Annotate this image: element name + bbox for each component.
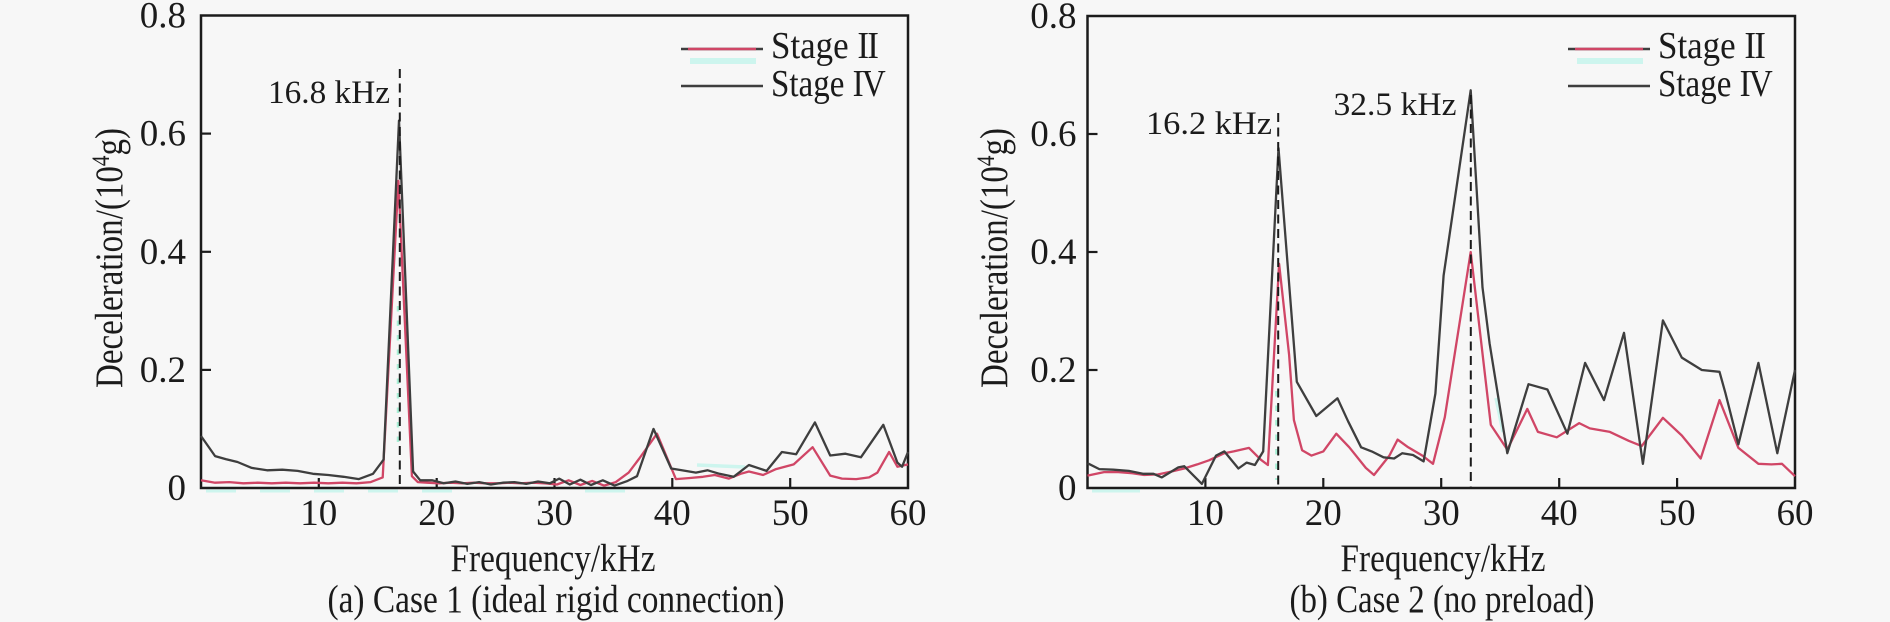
svg-text:20: 20 <box>1305 493 1342 534</box>
svg-text:Stage IV: Stage IV <box>1658 63 1773 105</box>
svg-text:(a) Case 1 (ideal rigid connec: (a) Case 1 (ideal rigid connection) <box>328 578 785 621</box>
svg-text:60: 60 <box>1777 493 1814 534</box>
svg-text:10: 10 <box>300 493 337 534</box>
svg-text:0.4: 0.4 <box>1030 232 1076 273</box>
svg-text:0.4: 0.4 <box>140 232 186 273</box>
svg-text:0.6: 0.6 <box>1030 114 1076 155</box>
svg-text:0.8: 0.8 <box>1030 0 1076 37</box>
svg-text:16.2 kHz: 16.2 kHz <box>1146 106 1272 142</box>
svg-text:(b) Case 2 (no preload): (b) Case 2 (no preload) <box>1290 578 1595 621</box>
svg-text:Stage II: Stage II <box>1658 25 1765 67</box>
svg-text:0.6: 0.6 <box>140 114 186 155</box>
svg-text:Stage IV: Stage IV <box>771 63 886 105</box>
svg-text:Frequency/kHz: Frequency/kHz <box>451 537 656 580</box>
svg-text:Deceleration/(104g): Deceleration/(104g) <box>88 128 131 388</box>
svg-text:Stage II: Stage II <box>771 25 878 67</box>
svg-text:40: 40 <box>654 493 691 534</box>
svg-text:50: 50 <box>772 493 809 534</box>
svg-text:16.8 kHz: 16.8 kHz <box>268 75 390 111</box>
svg-text:50: 50 <box>1659 493 1696 534</box>
svg-text:Deceleration/(104g): Deceleration/(104g) <box>973 128 1016 388</box>
svg-text:60: 60 <box>890 493 927 534</box>
svg-text:30: 30 <box>1423 493 1460 534</box>
svg-text:20: 20 <box>418 493 455 534</box>
svg-text:0: 0 <box>1058 468 1077 509</box>
svg-text:32.5 kHz: 32.5 kHz <box>1334 87 1457 123</box>
svg-text:40: 40 <box>1541 493 1578 534</box>
svg-text:10: 10 <box>1187 493 1224 534</box>
svg-text:30: 30 <box>536 493 573 534</box>
svg-text:Frequency/kHz: Frequency/kHz <box>1341 537 1546 580</box>
svg-text:0.2: 0.2 <box>1030 350 1076 391</box>
svg-text:0.2: 0.2 <box>140 350 186 391</box>
svg-text:0: 0 <box>168 468 187 509</box>
svg-text:0.8: 0.8 <box>140 0 186 37</box>
